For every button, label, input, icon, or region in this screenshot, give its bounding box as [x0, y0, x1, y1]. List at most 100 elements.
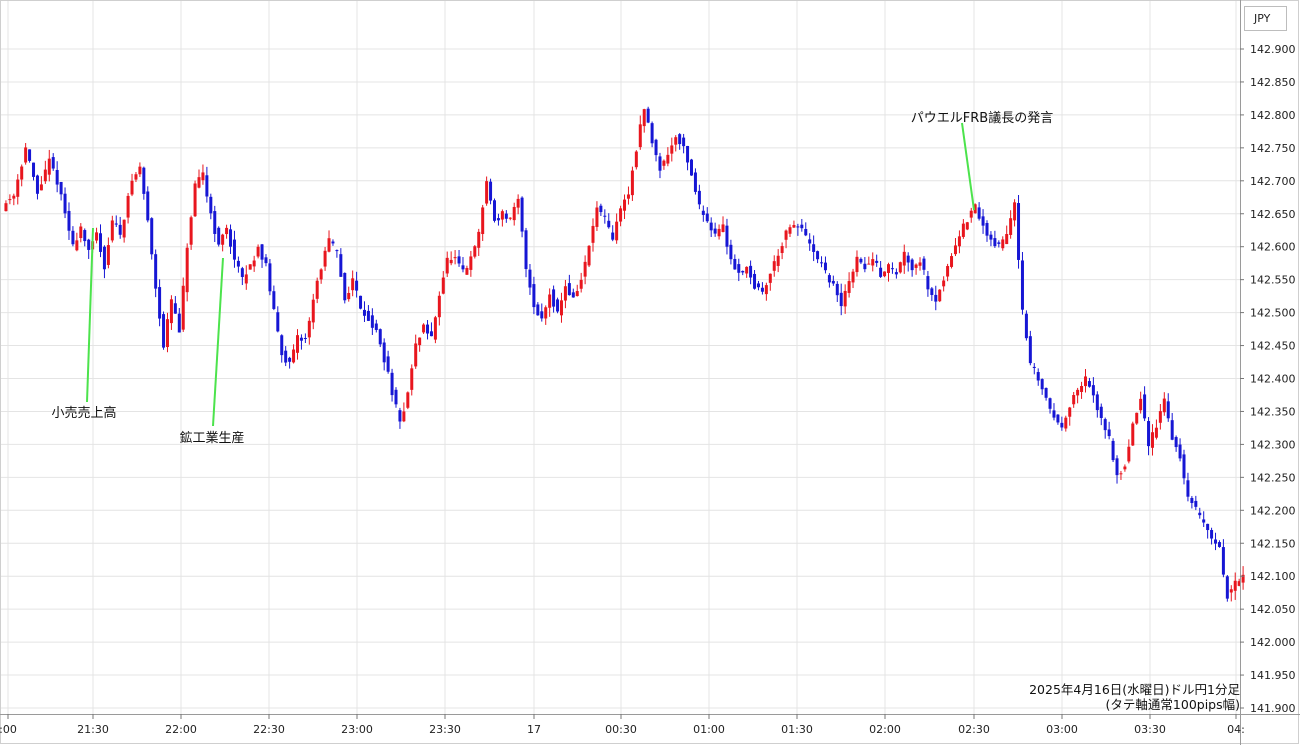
- candle-body: [654, 139, 658, 156]
- candle-body: [713, 228, 717, 234]
- candle-body: [493, 200, 496, 221]
- candle-body: [1056, 414, 1060, 423]
- candle-body: [658, 156, 662, 171]
- candle-body: [59, 181, 63, 195]
- candle-body: [890, 268, 894, 270]
- candle-body: [1099, 406, 1103, 418]
- y-tick-label: 141.900: [1250, 702, 1296, 715]
- annotation-label: 小売売上高: [51, 405, 116, 421]
- candle-body: [942, 280, 946, 287]
- candle-body: [165, 319, 169, 348]
- candle-body: [1084, 376, 1087, 387]
- candle-body: [638, 124, 642, 148]
- candle-body: [552, 289, 556, 307]
- candle-body: [934, 294, 938, 302]
- candle-body: [169, 299, 173, 324]
- candle-body: [741, 270, 745, 273]
- candle-body: [154, 254, 158, 289]
- candle-body: [414, 343, 418, 367]
- candle-body: [1158, 411, 1162, 423]
- candle-body: [1139, 398, 1143, 411]
- candle-body: [1005, 234, 1009, 245]
- x-tick-label: :00: [0, 723, 17, 736]
- candle-body: [205, 175, 209, 197]
- candle-body: [816, 251, 820, 260]
- candle-body: [315, 280, 319, 299]
- candle-body: [232, 239, 236, 260]
- candle-body: [871, 259, 875, 266]
- candle-body: [1190, 497, 1194, 503]
- candle-body: [508, 217, 512, 219]
- candle-body: [477, 231, 481, 248]
- candle-body: [1052, 410, 1056, 418]
- candle-body: [1210, 530, 1214, 539]
- y-tick-label: 142.550: [1250, 274, 1296, 287]
- x-tick-label: 03:00: [1046, 723, 1078, 736]
- candle-body: [426, 324, 430, 334]
- candle-body: [950, 256, 954, 267]
- candle-body: [855, 256, 859, 273]
- candle-body: [445, 257, 449, 274]
- candle-body: [721, 224, 725, 232]
- candle-body: [229, 229, 233, 247]
- candle-body: [51, 157, 55, 169]
- candle-body: [879, 267, 883, 277]
- candle-body: [87, 239, 91, 250]
- candle-body: [575, 291, 579, 297]
- x-tick-label: 02:00: [869, 723, 901, 736]
- candle-body: [1135, 412, 1139, 424]
- candle-body: [236, 260, 240, 267]
- candle-body: [1182, 454, 1186, 479]
- candle-body: [827, 275, 831, 283]
- candle-body: [347, 292, 351, 300]
- candle-body: [961, 223, 965, 237]
- candle-body: [252, 260, 256, 267]
- candle-body: [1202, 519, 1206, 523]
- annotation-line: [212, 257, 224, 427]
- candle-body: [134, 174, 138, 180]
- candle-body: [910, 259, 914, 271]
- candle-body: [382, 342, 386, 363]
- candle-body: [370, 315, 374, 328]
- x-tick-label: 00:30: [605, 723, 637, 736]
- candle-body: [276, 312, 280, 332]
- candle-body: [1095, 394, 1099, 411]
- candle-body: [1072, 395, 1076, 405]
- candle-body: [225, 227, 229, 235]
- candle-body: [591, 225, 595, 243]
- candle-body: [272, 291, 276, 309]
- candle-body: [1119, 473, 1123, 475]
- candle-body: [268, 263, 272, 292]
- candle-body: [524, 230, 528, 270]
- candle-body: [16, 179, 20, 197]
- candle-body: [768, 273, 772, 283]
- candle-body: [666, 154, 670, 164]
- candle-body: [327, 238, 331, 252]
- candle-body: [662, 160, 666, 166]
- candle-body: [307, 320, 311, 338]
- candle-body: [1064, 417, 1068, 429]
- candle-body: [776, 255, 780, 266]
- candle-body: [1229, 589, 1233, 593]
- candle-body: [1154, 427, 1158, 438]
- candle-body: [193, 183, 197, 217]
- candle-body: [697, 190, 701, 205]
- candle-body: [378, 329, 382, 345]
- candle-body: [126, 195, 130, 218]
- candle-body: [820, 262, 824, 264]
- candle-body: [973, 204, 977, 214]
- candle-body: [1150, 432, 1154, 448]
- currency-box: [1244, 6, 1287, 31]
- x-tick-label: 21:30: [77, 723, 109, 736]
- candle-body: [969, 210, 973, 218]
- candle-body: [851, 271, 855, 283]
- candle-body: [548, 294, 552, 308]
- candle-body: [95, 232, 99, 241]
- candle-body: [993, 238, 997, 247]
- candle-body: [504, 213, 508, 219]
- candle-body: [792, 224, 796, 228]
- candle-body: [875, 260, 879, 263]
- candle-body: [1127, 446, 1131, 462]
- y-tick-label: 142.100: [1250, 570, 1296, 583]
- candle-body: [1115, 458, 1119, 476]
